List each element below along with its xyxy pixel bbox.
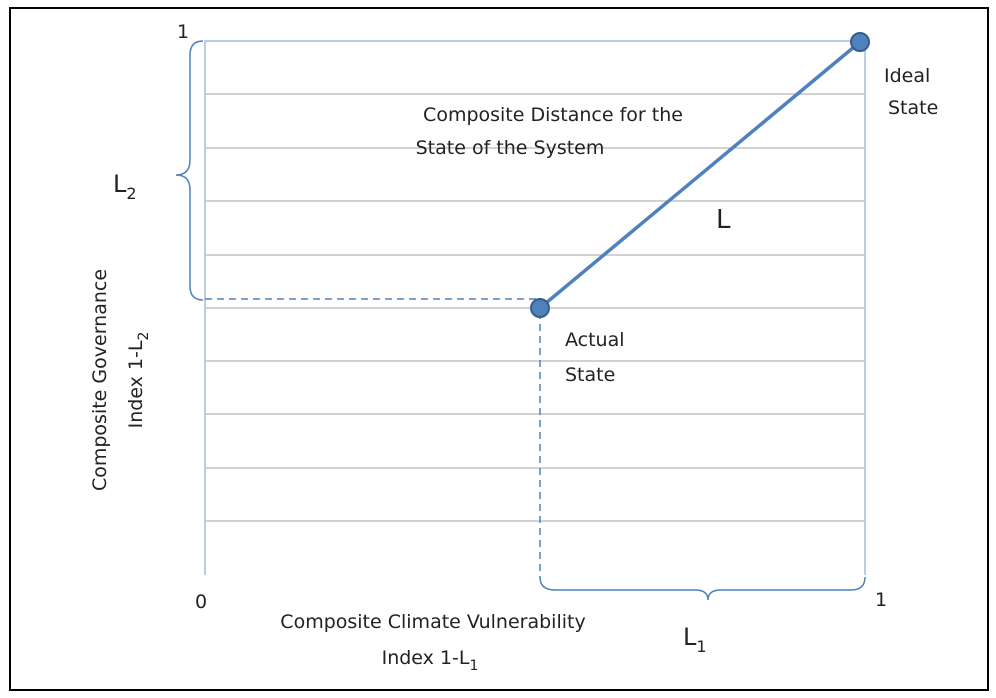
tick-label: 1: [875, 589, 887, 611]
annotation: State: [888, 97, 938, 119]
x-axis-label: Index 1-L1: [382, 647, 479, 674]
y-axis-label: Composite Governance Index 1-L2: [89, 269, 152, 491]
tick-label: 1: [177, 21, 189, 43]
tick-label: 0: [195, 591, 207, 613]
y-axis-label-line: Composite Governance: [89, 269, 111, 491]
annotation: State of the System: [416, 137, 605, 159]
annotation: Composite Distance for the: [423, 104, 683, 126]
annotation: Ideal: [884, 65, 930, 87]
annotation: State: [565, 364, 615, 386]
grid: [205, 93, 865, 522]
brace-label: L2: [113, 170, 137, 203]
brace: [175, 40, 204, 301]
distance-line: [538, 40, 862, 310]
actual-point: [530, 298, 550, 318]
brace-label: L1: [683, 623, 707, 656]
distance-label: L: [716, 205, 731, 235]
y-axis-label-line: Index 1-L2: [125, 332, 152, 429]
border: [9, 7, 989, 691]
x-axis-label: Composite Climate Vulnerability: [280, 611, 585, 633]
ideal-point: [850, 32, 870, 52]
plot-frame: [204, 40, 866, 575]
brace: [539, 576, 866, 601]
annotation: Actual: [565, 329, 625, 351]
